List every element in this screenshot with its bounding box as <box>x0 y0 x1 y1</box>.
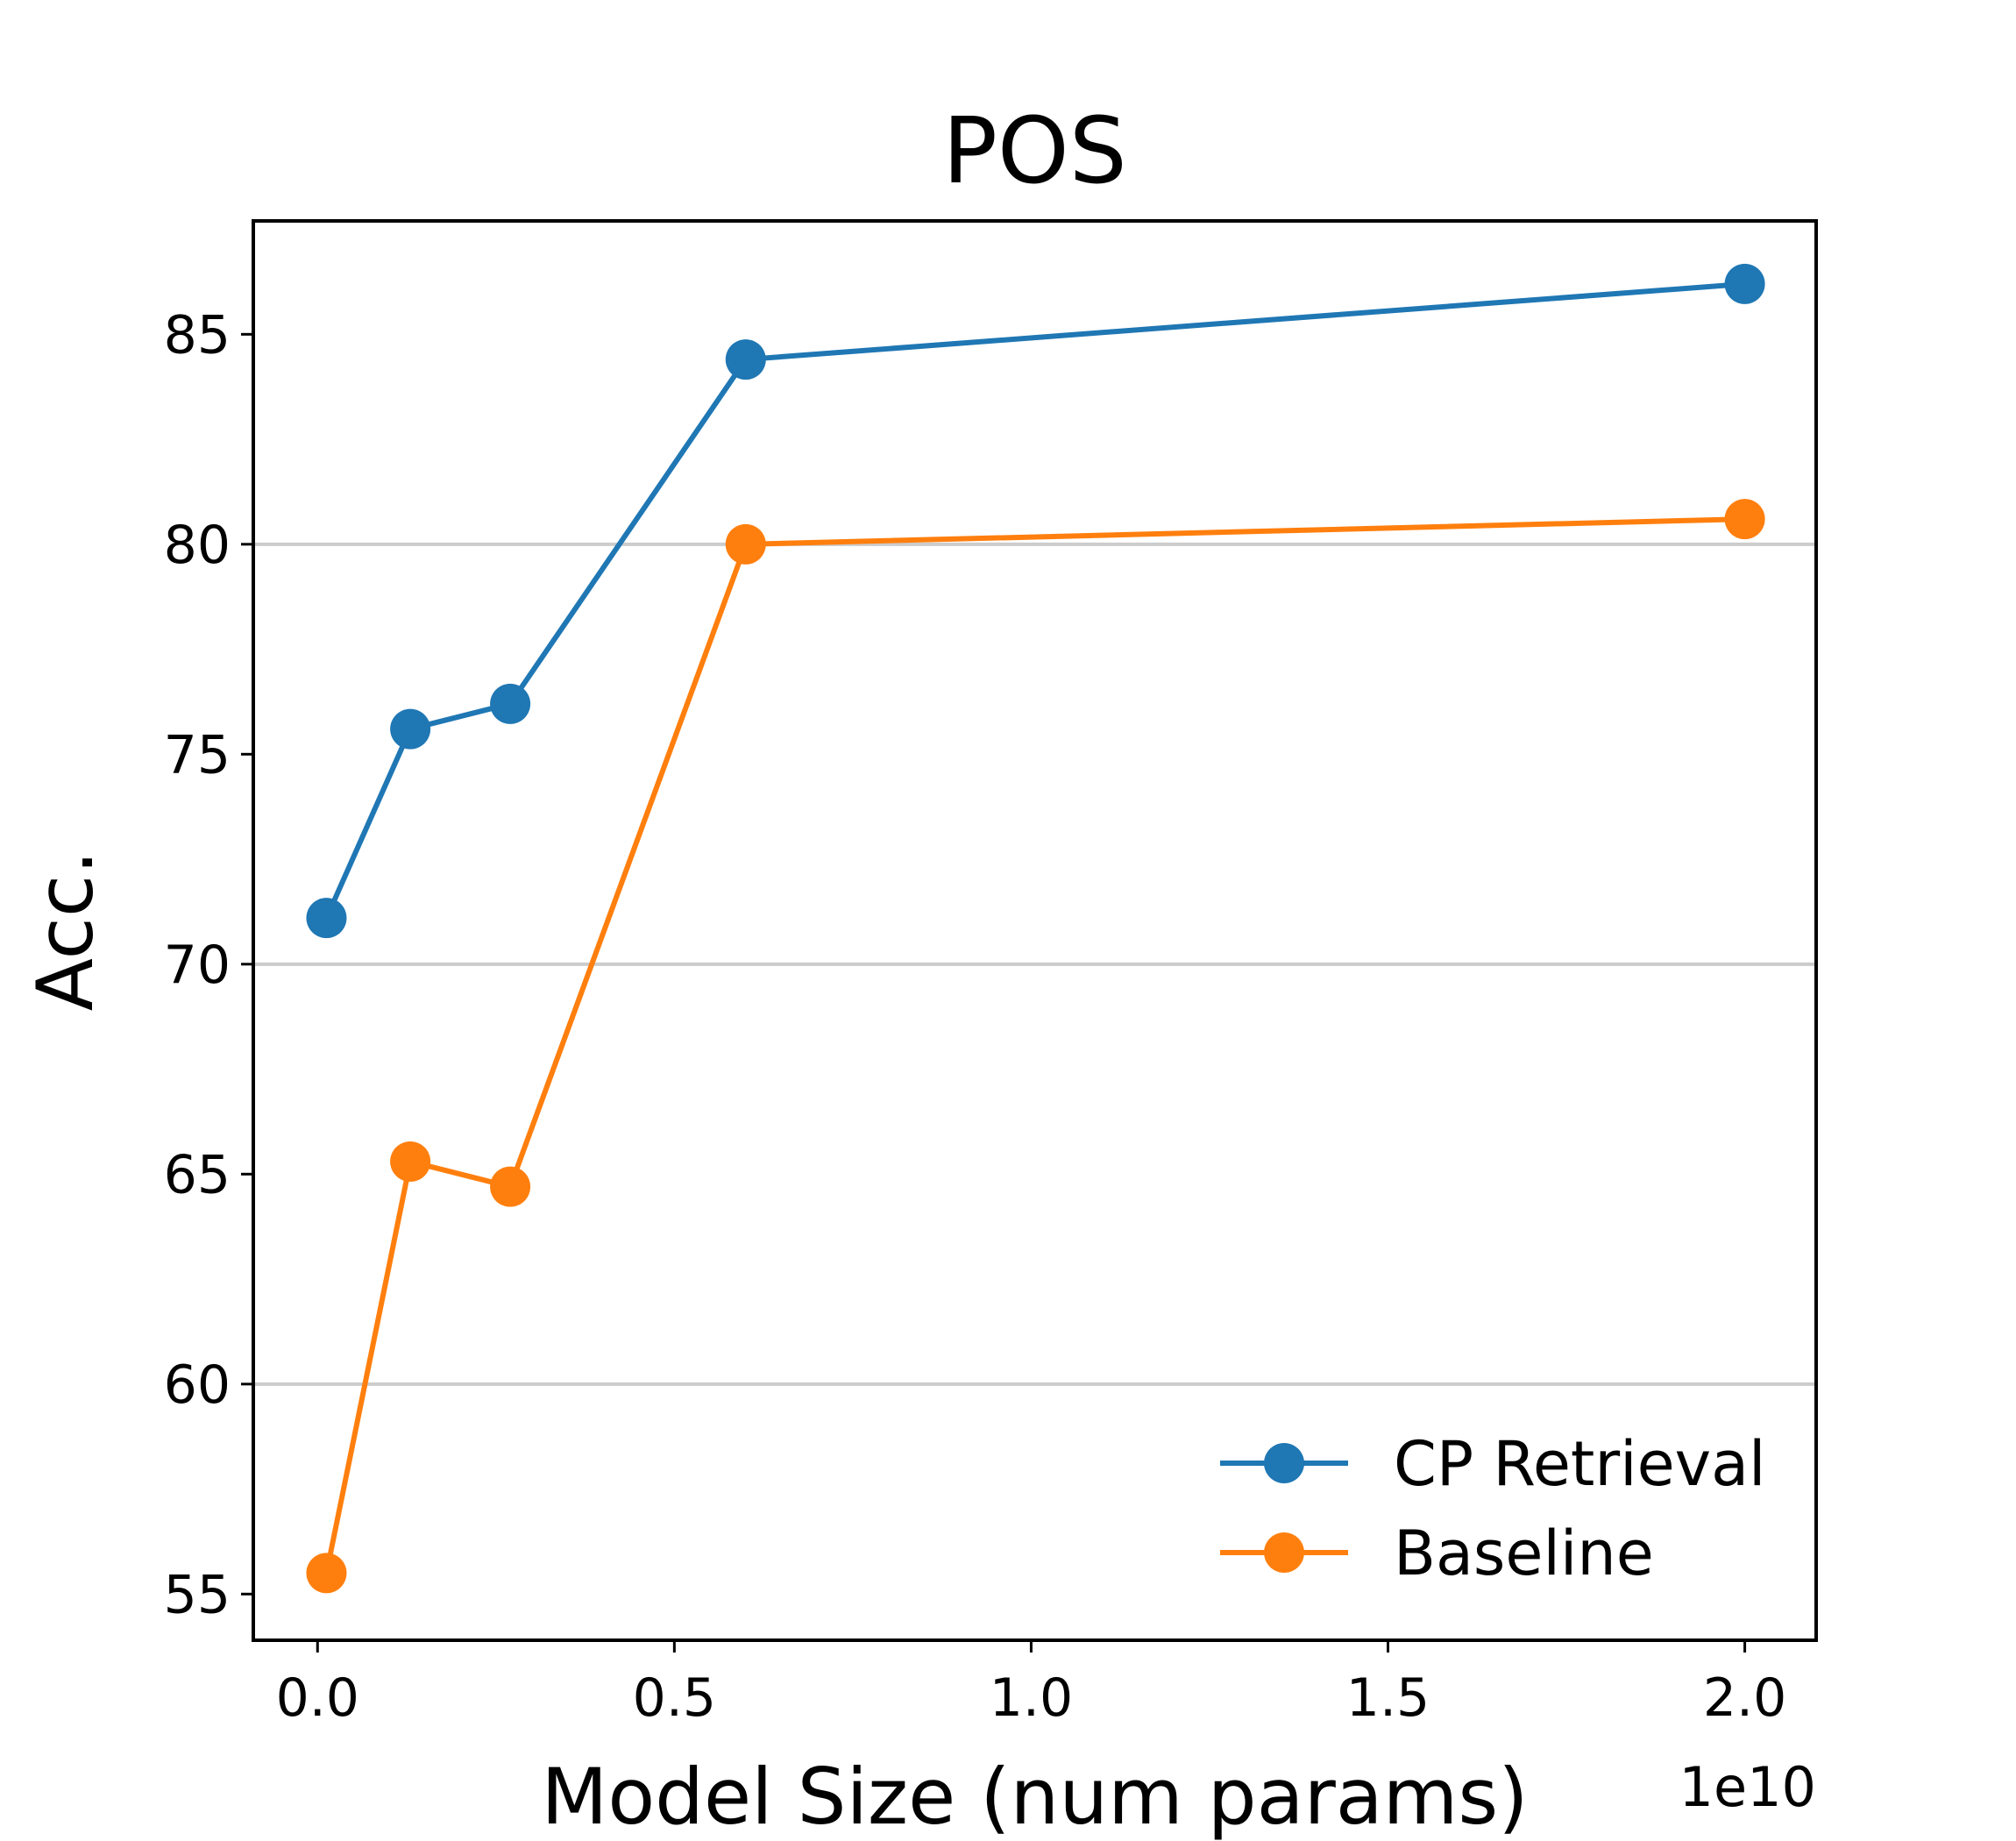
x-tick-label: 1.5 <box>1346 1667 1430 1729</box>
legend-marker-baseline <box>1264 1532 1304 1573</box>
data-point-baseline <box>306 1553 347 1594</box>
data-point-cp-retrieval <box>490 683 531 724</box>
legend: CP Retrieval Baseline <box>1220 1428 1765 1589</box>
y-tick-label: 75 <box>164 724 231 785</box>
y-tick-label: 70 <box>164 935 231 996</box>
y-tick-label: 55 <box>164 1564 231 1625</box>
y-tick-label: 65 <box>164 1144 231 1205</box>
data-point-cp-retrieval <box>1724 263 1765 304</box>
x-axis-label: Model Size (num params) <box>541 1752 1528 1841</box>
legend-label-cp-retrieval: CP Retrieval <box>1394 1428 1765 1500</box>
chart-title: POS <box>942 97 1127 204</box>
legend-label-baseline: Baseline <box>1394 1518 1654 1589</box>
data-point-cp-retrieval <box>725 339 766 380</box>
plot-area-frame <box>252 219 1818 1642</box>
y-axis-label: Acc. <box>20 850 110 1011</box>
grid-lines <box>253 542 1816 1386</box>
x-tick-label: 2.0 <box>1703 1667 1786 1729</box>
y-tick-label: 60 <box>164 1354 231 1416</box>
series-line-baseline <box>323 516 1745 1574</box>
legend-marker-cp-retrieval <box>1264 1443 1304 1483</box>
series-layer <box>306 263 1765 1594</box>
data-point-baseline <box>1724 499 1765 540</box>
data-point-baseline <box>390 1141 431 1182</box>
data-point-baseline <box>490 1166 531 1207</box>
series-cp-retrieval <box>306 263 1765 939</box>
x-tick-label: 0.5 <box>633 1667 716 1729</box>
data-point-cp-retrieval <box>390 708 431 750</box>
data-point-cp-retrieval <box>306 898 347 939</box>
series-line-cp-retrieval <box>323 281 1745 920</box>
x-axis-offset-label: 1e10 <box>1679 1755 1816 1819</box>
axis-ticks: 55 60 65 70 75 80 85 0.0 0.5 1.0 1.5 2.0 <box>164 304 1787 1729</box>
y-tick-label: 80 <box>164 515 231 576</box>
y-tick-label: 85 <box>164 304 231 366</box>
series-baseline <box>306 499 1765 1594</box>
x-tick-label: 0.0 <box>276 1667 359 1729</box>
x-tick-label: 1.0 <box>990 1667 1073 1729</box>
data-point-baseline <box>725 523 766 565</box>
